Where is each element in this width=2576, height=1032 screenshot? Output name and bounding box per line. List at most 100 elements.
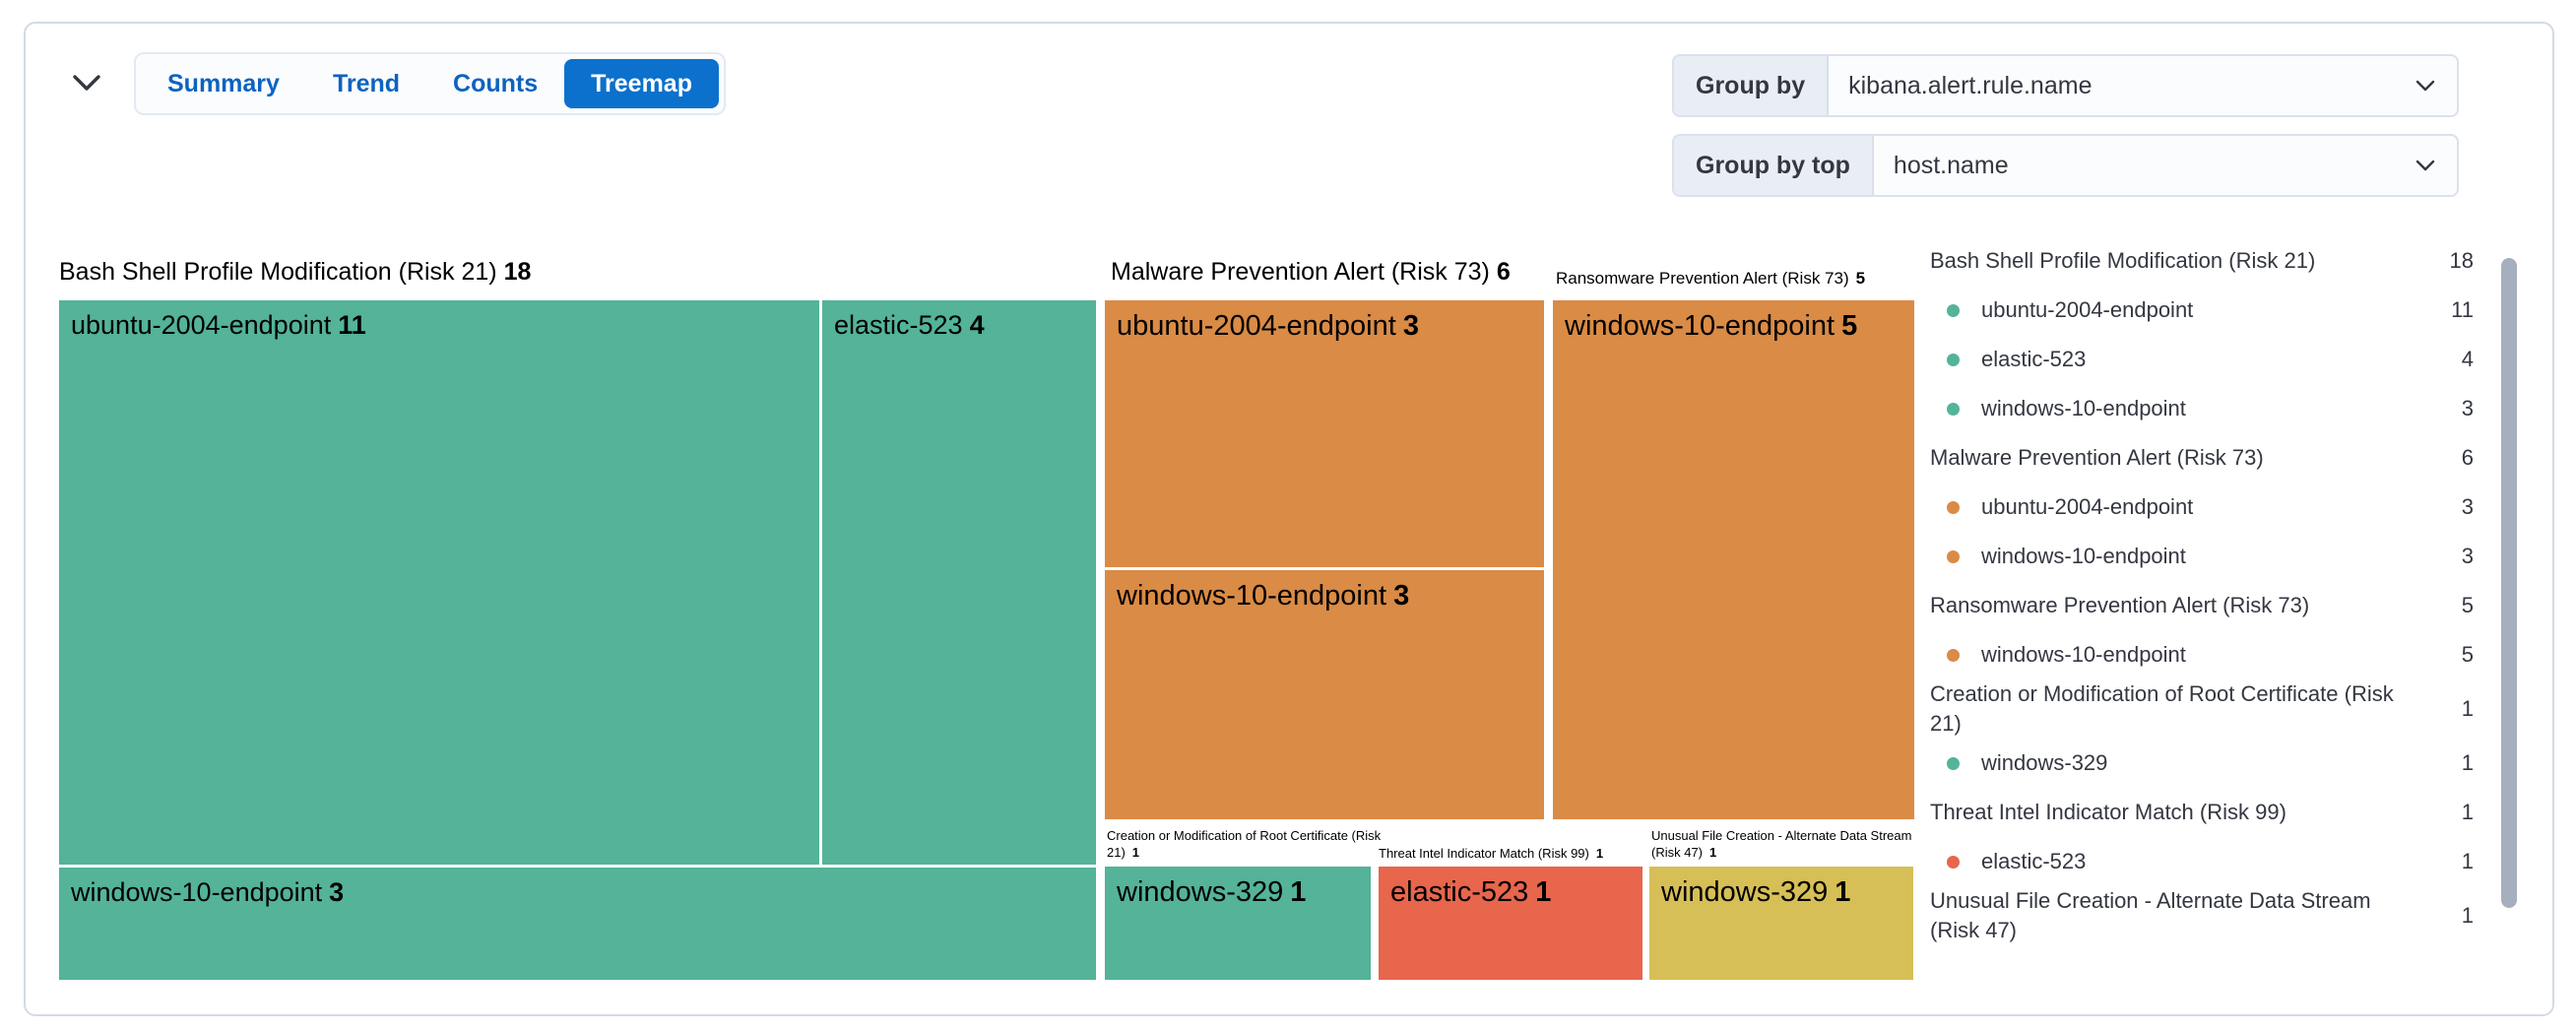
treemap-cell[interactable]: windows-10-endpoint 3 [1105,570,1544,819]
legend-color-dot [1947,500,1960,514]
legend-value: 3 [2461,544,2474,568]
legend-value: 1 [2461,903,2474,928]
tab-counts[interactable]: Counts [426,59,564,108]
legend-value: 3 [2461,494,2474,519]
legend-label: Bash Shell Profile Modification (Risk 21… [1930,248,2316,273]
legend-label: ubuntu-2004-endpoint [1981,297,2194,322]
group-by-label: Group by [1674,56,1830,115]
legend-item-row[interactable]: windows-10-endpoint 3 [1930,384,2481,433]
legend-value: 4 [2461,347,2474,371]
tab-trend[interactable]: Trend [306,59,426,108]
group-by-top-select[interactable]: Group by top host.name [1672,134,2459,197]
treemap-cell[interactable]: ubuntu-2004-endpoint 3 [1105,300,1544,567]
treemap-cell-value: 4 [969,310,985,340]
legend-color-dot [1947,353,1960,366]
legend-rule-row[interactable]: Bash Shell Profile Modification (Risk 21… [1930,236,2481,286]
legend-item-row[interactable]: elastic-523 4 [1930,335,2481,384]
chevron-down-icon [72,74,101,92]
legend-rule-row[interactable]: Ransomware Prevention Alert (Risk 73) 5 [1930,581,2481,630]
legend-label: ubuntu-2004-endpoint [1981,494,2194,519]
legend-value: 1 [2461,696,2474,721]
legend-color-dot [1947,855,1960,869]
legend-value: 6 [2461,445,2474,470]
scrollbar-thumb[interactable] [2501,258,2517,908]
legend-rule-row[interactable]: Unusual File Creation - Alternate Data S… [1930,886,2481,945]
treemap-cell-label: elastic-523 [834,310,963,340]
group-by-top-value: host.name [1893,151,2009,179]
legend-value: 5 [2461,593,2474,617]
tab-treemap[interactable]: Treemap [564,59,719,108]
treemap-cell-label: ubuntu-2004-endpoint [71,310,332,340]
treemap-cell[interactable]: windows-10-endpoint 3 [59,868,1096,980]
chevron-down-icon [2415,136,2457,195]
legend-rule-row[interactable]: Malware Prevention Alert (Risk 73) 6 [1930,433,2481,483]
treemap-cell-value: 11 [338,310,366,340]
chevron-down-icon [2415,56,2457,115]
legend-label: Creation or Modification of Root Certifi… [1930,681,2394,736]
chart-view-button-group: Summary Trend Counts Treemap [134,52,726,115]
treemap-cell[interactable]: windows-10-endpoint 5 [1553,300,1914,819]
treemap-group-label: Bash Shell Profile Modification (Risk 21… [59,258,532,286]
treemap-cell-value: 5 [1841,310,1858,342]
legend-item-row[interactable]: elastic-523 1 [1930,837,2481,886]
legend-item-row[interactable]: windows-10-endpoint 3 [1930,532,2481,581]
legend-label: Ransomware Prevention Alert (Risk 73) [1930,593,2310,617]
group-by-select[interactable]: Group by kibana.alert.rule.name [1672,54,2459,117]
treemap-cell[interactable]: elastic-523 1 [1379,867,1642,980]
legend-value: 5 [2461,642,2474,667]
legend-value: 1 [2461,849,2474,873]
treemap-cell-label: windows-10-endpoint [1565,310,1835,342]
legend-color-dot [1947,549,1960,563]
treemap-cell-label: windows-329 [1117,876,1284,908]
legend-label: windows-10-endpoint [1981,642,2186,667]
group-by-top-label: Group by top [1674,136,1874,195]
treemap-cell-label: windows-10-endpoint [71,877,323,907]
legend-value: 18 [2449,248,2474,273]
legend-rule-row[interactable]: Creation or Modification of Root Certifi… [1930,679,2481,739]
treemap-cell-value: 1 [1290,876,1307,908]
legend-color-dot [1947,303,1960,317]
group-by-value: kibana.alert.rule.name [1848,71,2093,99]
treemap-cell-label: windows-10-endpoint [1117,580,1387,612]
legend-label: Unusual File Creation - Alternate Data S… [1930,888,2371,942]
legend-item-row[interactable]: ubuntu-2004-endpoint 11 [1930,286,2481,335]
legend-color-dot [1947,756,1960,770]
legend-value: 3 [2461,396,2474,420]
treemap-group-label: Creation or Modification of Root Certifi… [1107,828,1382,860]
legend-item-row[interactable]: windows-10-endpoint 5 [1930,630,2481,679]
treemap-cell-label: windows-329 [1661,876,1829,908]
treemap-cell[interactable]: elastic-523 4 [822,300,1096,865]
treemap-group-label: Ransomware Prevention Alert (Risk 73) 5 [1556,269,1866,288]
treemap-group-label: Threat Intel Indicator Match (Risk 99) 1 [1379,846,1604,861]
tab-summary[interactable]: Summary [141,59,306,108]
legend-label: windows-10-endpoint [1981,396,2186,420]
legend-rule-row[interactable]: Threat Intel Indicator Match (Risk 99) 1 [1930,788,2481,837]
legend-value: 1 [2461,750,2474,775]
legend-label: elastic-523 [1981,347,2087,371]
treemap-cell[interactable]: ubuntu-2004-endpoint 11 [59,300,819,865]
legend-label: Threat Intel Indicator Match (Risk 99) [1930,800,2286,824]
treemap-cell[interactable]: windows-329 1 [1649,867,1913,980]
treemap-cell[interactable]: windows-329 1 [1105,867,1371,980]
legend: Bash Shell Profile Modification (Risk 21… [1930,236,2481,945]
legend-item-row[interactable]: windows-329 1 [1930,739,2481,788]
treemap-group-label: Unusual File Creation - Alternate Data S… [1651,828,1912,860]
legend-label: elastic-523 [1981,849,2087,873]
treemap-cell-value: 1 [1535,876,1552,908]
legend-color-dot [1947,648,1960,662]
treemap-cell-value: 3 [1402,310,1419,342]
legend-value: 11 [2451,297,2474,322]
treemap-group-label: Malware Prevention Alert (Risk 73) 6 [1111,258,1511,286]
treemap-cell-label: ubuntu-2004-endpoint [1117,310,1396,342]
treemap-cell-value: 1 [1835,876,1851,908]
legend-color-dot [1947,402,1960,416]
legend-value: 1 [2461,800,2474,824]
legend-item-row[interactable]: ubuntu-2004-endpoint 3 [1930,483,2481,532]
collapse-chart-button[interactable] [63,59,110,106]
legend-label: windows-329 [1981,750,2108,775]
treemap-cell-value: 3 [1393,580,1410,612]
legend-label: windows-10-endpoint [1981,544,2186,568]
treemap-cell-value: 3 [329,877,345,907]
treemap-cell-label: elastic-523 [1390,876,1529,908]
legend-label: Malware Prevention Alert (Risk 73) [1930,445,2264,470]
